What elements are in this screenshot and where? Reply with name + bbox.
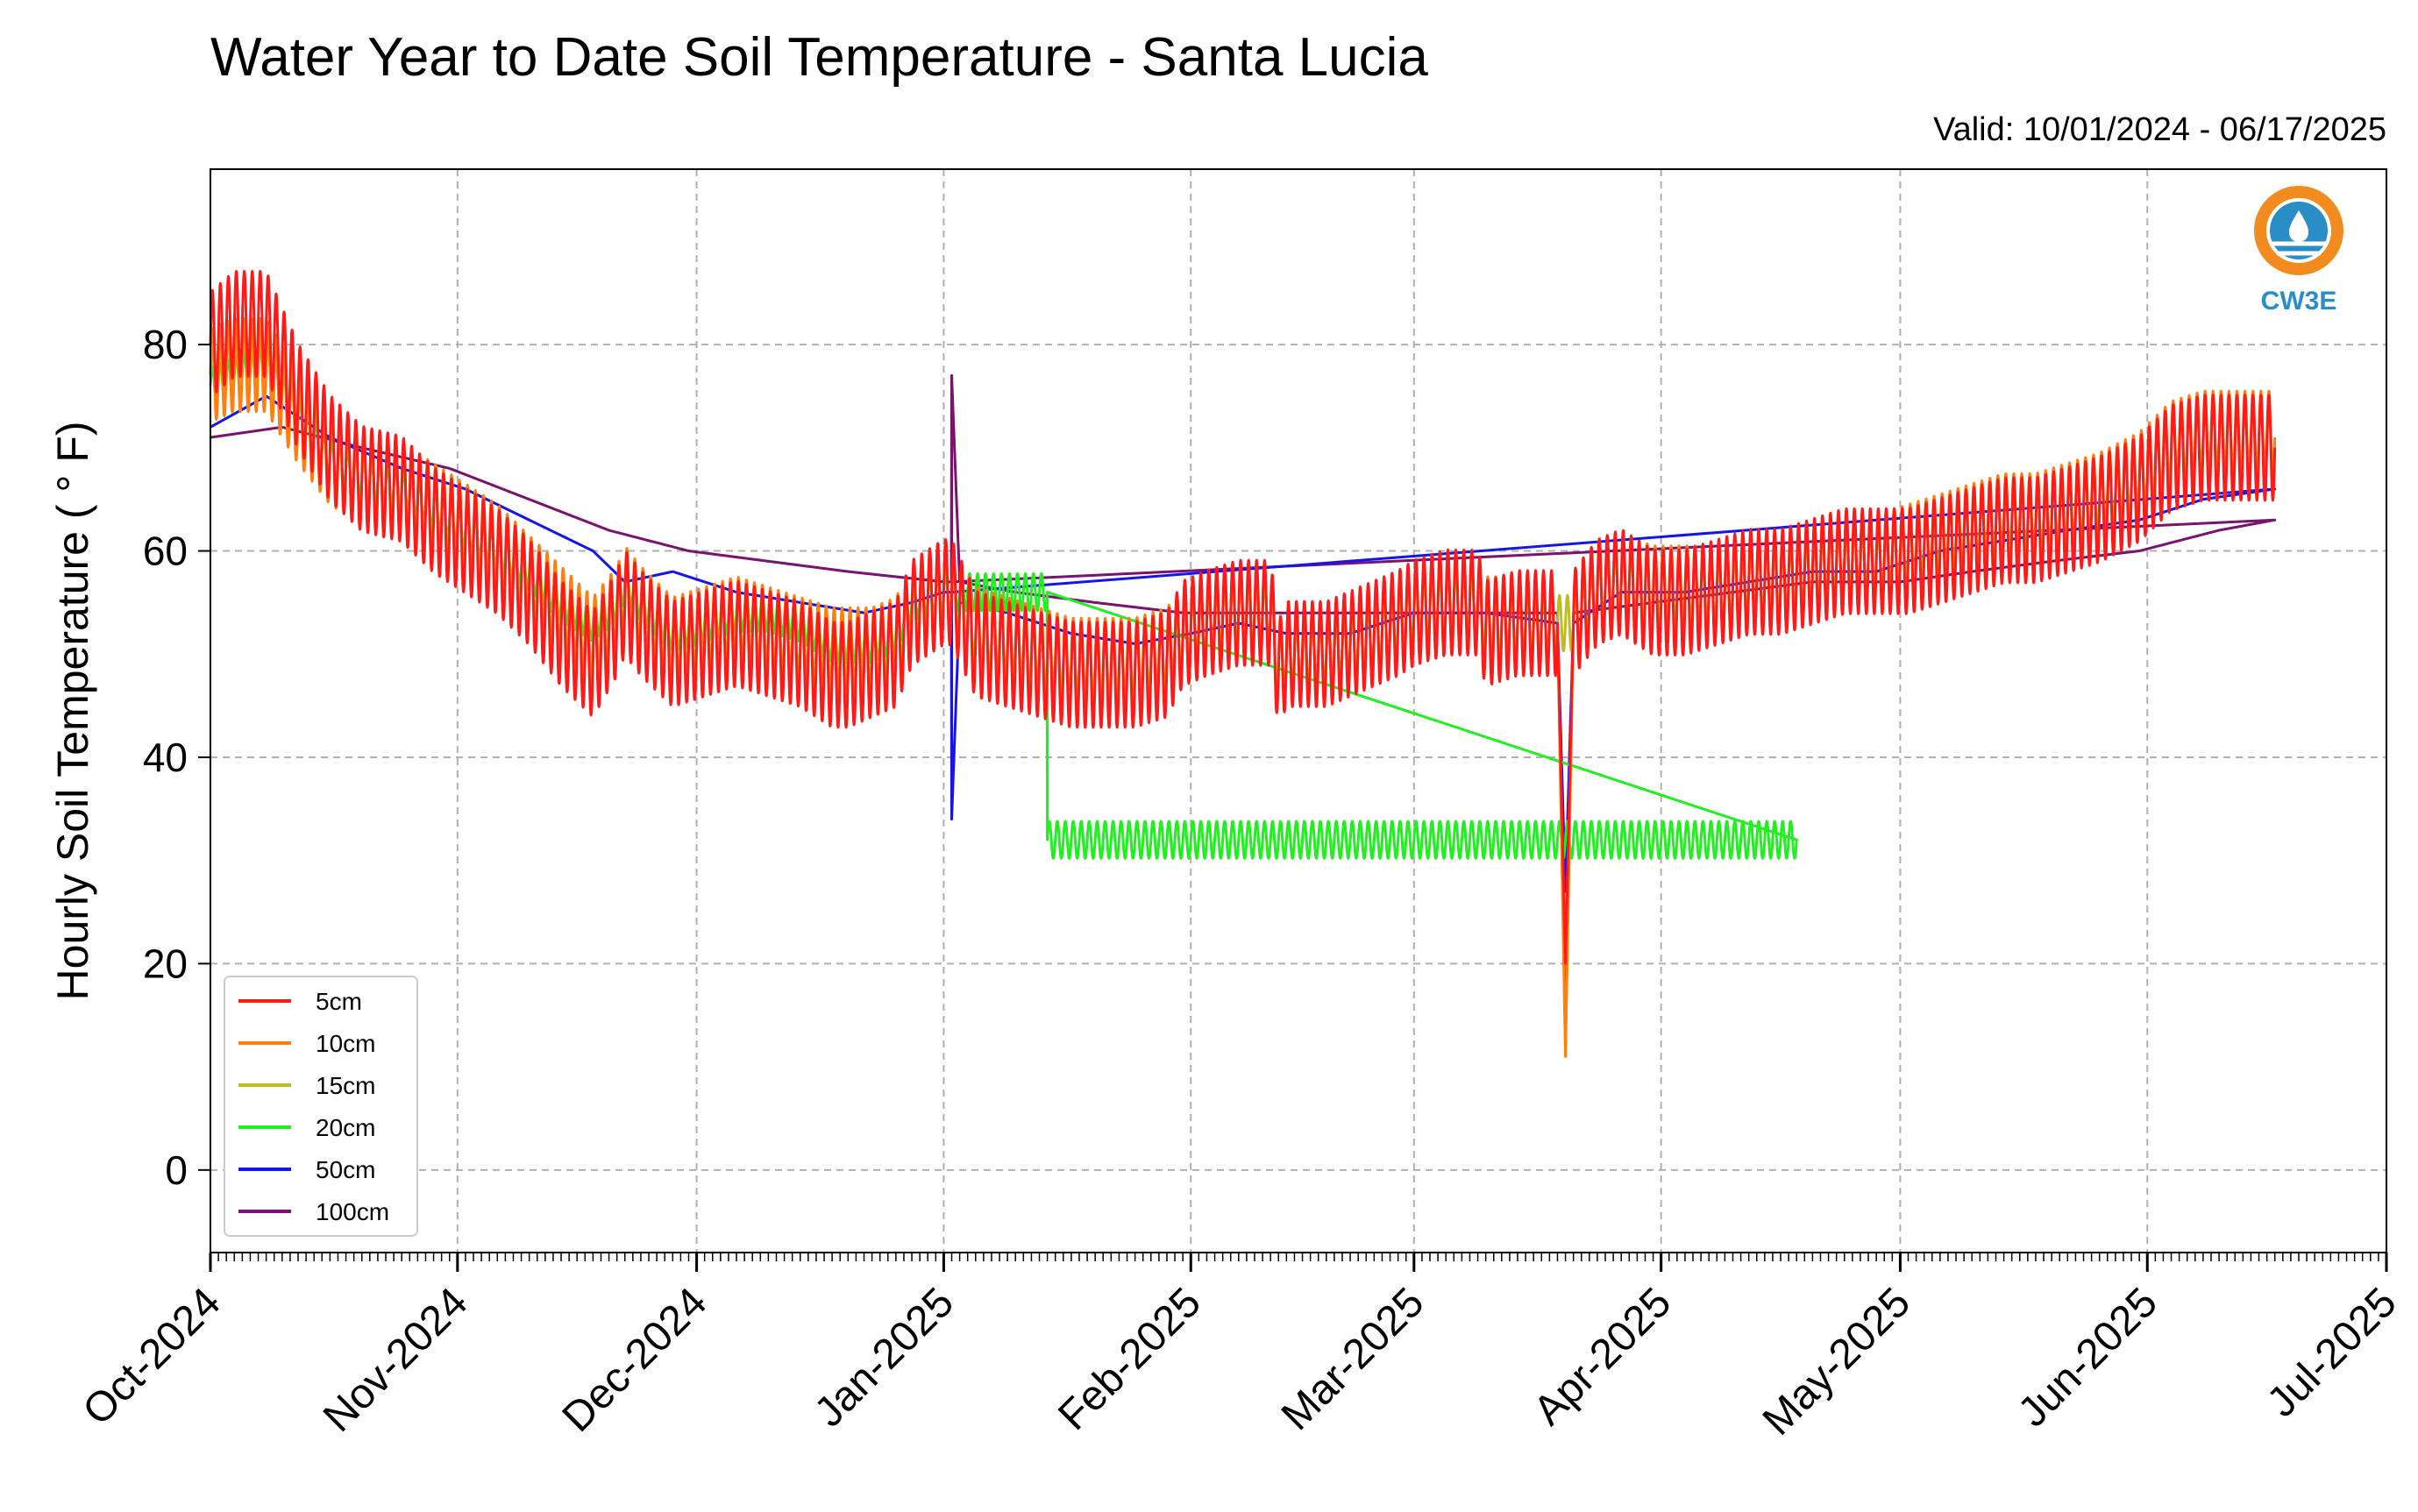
water-drop-icon [2289,210,2308,242]
legend-label-15cm: 15cm [316,1072,375,1099]
cw3e-logo-ring [2254,186,2343,275]
cw3e-logo-text: CW3E [2261,287,2337,316]
legend-label-5cm: 5cm [316,988,362,1015]
y-axis-label: Hourly Soil Temperature ( ° F) [48,422,97,1001]
cw3e-logo: CW3E [2254,186,2343,316]
chart-title: Water Year to Date Soil Temperature - Sa… [210,27,1428,88]
gridlines [210,169,2386,1253]
y-tick-label: 40 [143,735,188,780]
legend-label-100cm: 100cm [316,1198,389,1225]
chart-subtitle: Valid: 10/01/2024 - 06/17/2025 [1933,111,2386,148]
legend-box [224,976,418,1237]
legend-label-20cm: 20cm [316,1114,375,1141]
plot-area-frame [210,168,2387,1253]
y-tick-label: 80 [143,322,188,367]
legend: 5cm 10cm 15cm 20cm 50cm 100cm [224,976,418,1237]
series-line-5cm [209,270,2277,965]
y-tick-label: 60 [143,529,188,574]
y-tick-label: 0 [165,1147,188,1193]
legend-label-50cm: 50cm [316,1156,375,1183]
legend-label-10cm: 10cm [316,1030,375,1057]
y-tick-label: 20 [143,941,188,986]
series-lines [209,270,2277,1058]
